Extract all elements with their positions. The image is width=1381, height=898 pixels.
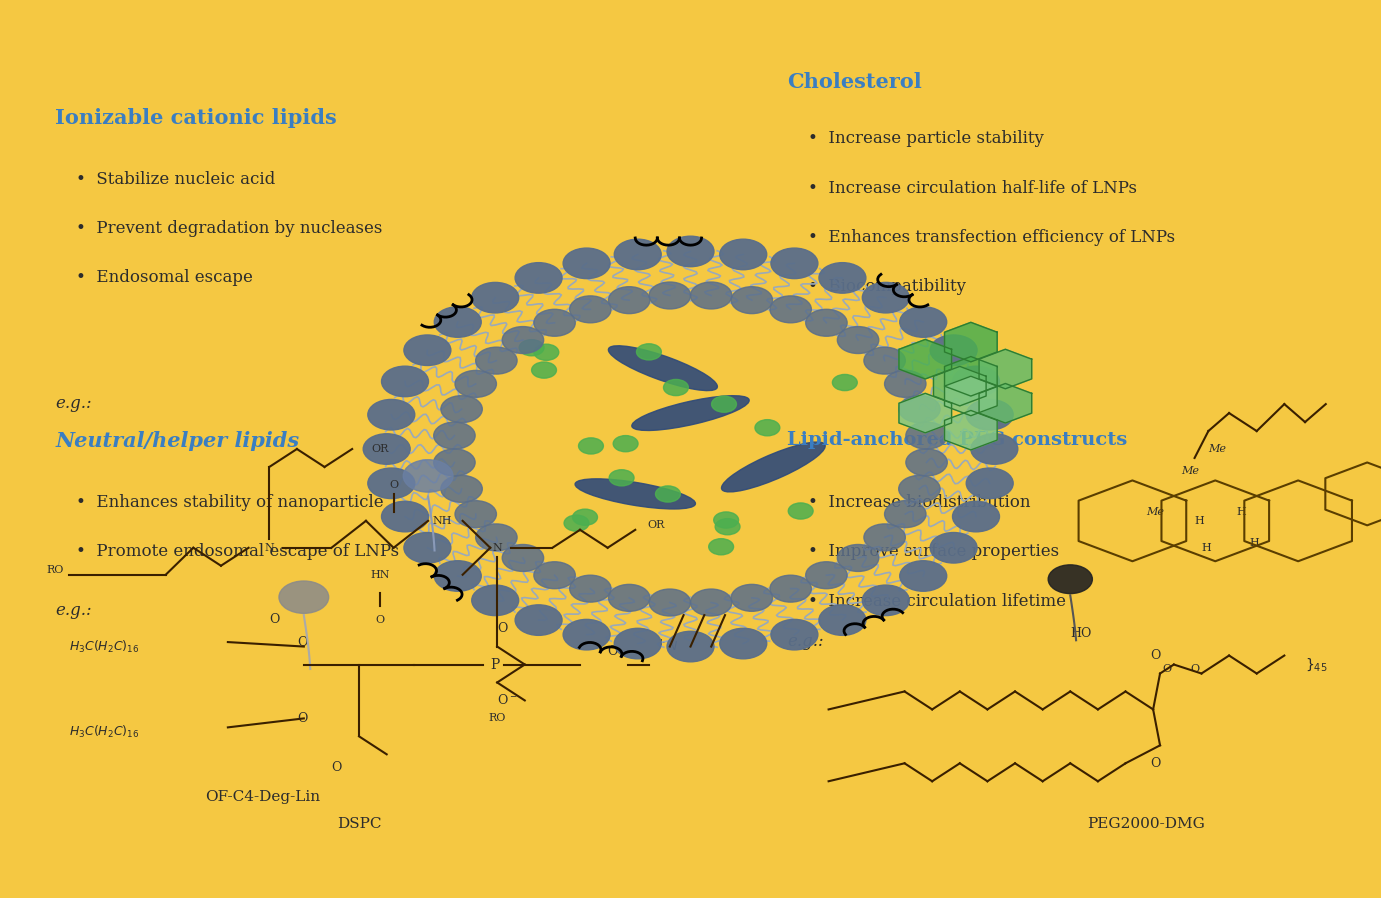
Circle shape xyxy=(731,286,772,313)
Circle shape xyxy=(515,262,562,293)
Circle shape xyxy=(403,335,450,365)
Circle shape xyxy=(906,449,947,476)
Circle shape xyxy=(720,239,766,269)
Text: O: O xyxy=(1190,664,1199,674)
Circle shape xyxy=(454,370,496,397)
Circle shape xyxy=(649,589,690,616)
Circle shape xyxy=(755,419,780,436)
Circle shape xyxy=(714,512,739,528)
Text: N: N xyxy=(492,542,503,553)
Circle shape xyxy=(441,475,482,502)
Circle shape xyxy=(900,307,947,338)
Polygon shape xyxy=(945,410,997,450)
Text: •  Increase particle stability: • Increase particle stability xyxy=(808,130,1044,147)
Text: O: O xyxy=(297,712,308,725)
Text: e.g.:: e.g.: xyxy=(55,395,93,412)
Circle shape xyxy=(515,605,562,636)
Text: e.g.:: e.g.: xyxy=(55,602,93,619)
Circle shape xyxy=(363,434,410,464)
Text: H: H xyxy=(1201,542,1211,553)
Circle shape xyxy=(423,275,958,623)
Text: OF-C4-Deg-Lin: OF-C4-Deg-Lin xyxy=(204,790,320,805)
Circle shape xyxy=(609,470,634,486)
Polygon shape xyxy=(899,393,952,433)
Circle shape xyxy=(367,400,414,430)
Text: Cholesterol: Cholesterol xyxy=(787,72,923,92)
Text: $^+N$: $^+N$ xyxy=(656,638,678,655)
Circle shape xyxy=(534,344,559,360)
Text: OR: OR xyxy=(648,520,664,531)
Circle shape xyxy=(885,370,927,397)
Circle shape xyxy=(503,327,544,354)
Text: O: O xyxy=(389,480,398,490)
Text: $H_3C(H_2C)_{16}$: $H_3C(H_2C)_{16}$ xyxy=(69,638,139,655)
Circle shape xyxy=(367,468,414,498)
Circle shape xyxy=(434,307,481,338)
Circle shape xyxy=(690,589,732,616)
Text: $\}_{45}$: $\}_{45}$ xyxy=(1305,656,1327,673)
Circle shape xyxy=(503,544,544,571)
Circle shape xyxy=(906,422,947,449)
Circle shape xyxy=(819,605,866,636)
Circle shape xyxy=(475,524,516,550)
Text: Lipid-anchored PEG constructs: Lipid-anchored PEG constructs xyxy=(787,431,1127,449)
Circle shape xyxy=(953,366,1000,397)
Circle shape xyxy=(771,620,818,650)
Text: HO: HO xyxy=(1070,627,1091,639)
Circle shape xyxy=(441,396,482,423)
Circle shape xyxy=(609,585,650,612)
Ellipse shape xyxy=(631,396,750,430)
Circle shape xyxy=(771,576,812,603)
Text: •  Prevent degradation by nucleases: • Prevent degradation by nucleases xyxy=(76,220,383,237)
Circle shape xyxy=(434,560,481,591)
Circle shape xyxy=(579,438,603,454)
Circle shape xyxy=(833,374,858,391)
Circle shape xyxy=(708,539,733,555)
Circle shape xyxy=(711,396,736,412)
Circle shape xyxy=(667,236,714,267)
Text: O: O xyxy=(1163,664,1171,674)
Ellipse shape xyxy=(609,346,717,391)
Text: O: O xyxy=(269,613,280,626)
Text: H: H xyxy=(1250,538,1259,549)
Circle shape xyxy=(953,501,1000,532)
Circle shape xyxy=(899,396,940,423)
Circle shape xyxy=(534,562,576,589)
Circle shape xyxy=(573,509,598,525)
Circle shape xyxy=(837,327,878,354)
Text: Me: Me xyxy=(1146,506,1164,517)
Circle shape xyxy=(885,501,927,528)
Circle shape xyxy=(563,620,610,650)
Circle shape xyxy=(569,295,610,322)
Circle shape xyxy=(899,475,940,502)
Circle shape xyxy=(563,248,610,278)
Circle shape xyxy=(771,295,812,322)
Circle shape xyxy=(805,562,847,589)
Text: O: O xyxy=(1150,649,1161,662)
Circle shape xyxy=(805,309,847,336)
Circle shape xyxy=(931,533,978,563)
Text: RO: RO xyxy=(489,713,505,724)
Circle shape xyxy=(649,282,690,309)
Text: $H_3C(H_2C)_{16}$: $H_3C(H_2C)_{16}$ xyxy=(69,724,139,740)
Circle shape xyxy=(637,344,661,360)
Text: O: O xyxy=(1150,757,1161,770)
Circle shape xyxy=(381,366,428,397)
Text: Neutral/helper lipids: Neutral/helper lipids xyxy=(55,431,300,451)
Polygon shape xyxy=(945,322,997,362)
Text: •  Biocompatibility: • Biocompatibility xyxy=(808,278,965,295)
Text: O: O xyxy=(497,622,508,635)
Text: PEG2000-DMG: PEG2000-DMG xyxy=(1087,817,1206,832)
Text: Ionizable cationic lipids: Ionizable cationic lipids xyxy=(55,108,337,128)
Text: HN: HN xyxy=(370,569,389,580)
Text: NH: NH xyxy=(432,515,452,526)
Text: Me: Me xyxy=(1208,444,1226,454)
Polygon shape xyxy=(945,376,997,416)
Text: O: O xyxy=(331,762,342,774)
Circle shape xyxy=(472,282,519,313)
Circle shape xyxy=(532,362,557,378)
Polygon shape xyxy=(945,357,997,396)
Text: O: O xyxy=(297,636,308,648)
Text: •  Stabilize nucleic acid: • Stabilize nucleic acid xyxy=(76,171,275,188)
